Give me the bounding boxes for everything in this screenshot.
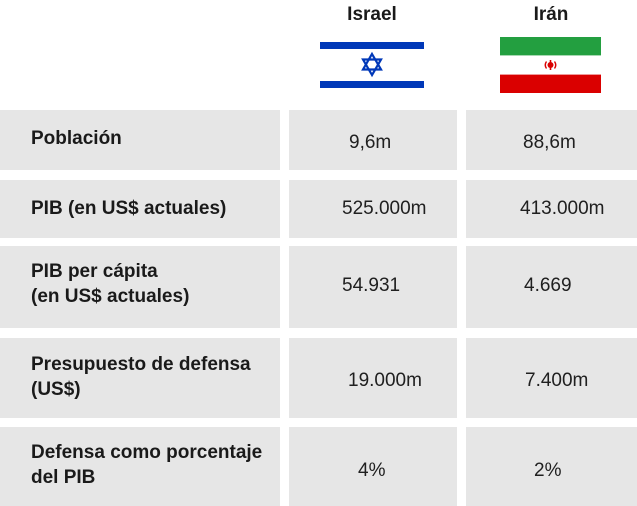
israel-value: 19.000m <box>348 370 422 391</box>
israel-value: 9,6m <box>349 132 392 153</box>
table-row-defensa-porcentaje: Defensa como porcentaje del PIB 4% 2% <box>0 427 637 506</box>
country-name-iran: Irán <box>533 4 569 25</box>
row-label: PIB (en US$ actuales) <box>31 198 227 219</box>
row-label: Presupuesto de defensa (US$) <box>31 354 251 400</box>
table-row-pib-per-capita: PIB per cápita (en US$ actuales) 54.931 … <box>0 246 637 328</box>
israel-value: 525.000m <box>342 198 427 219</box>
iran-value: 413.000m <box>520 198 605 219</box>
iran-value: 2% <box>534 460 562 481</box>
country-name-israel: Israel <box>347 4 397 25</box>
israel-value: 54.931 <box>342 275 401 296</box>
iran-flag-icon <box>500 37 601 93</box>
iran-value: 88,6m <box>523 132 576 153</box>
iran-value: 4.669 <box>524 275 572 296</box>
table-row-pib: PIB (en US$ actuales) 525.000m 413.000m <box>0 180 637 238</box>
row-label: Defensa como porcentaje del PIB <box>31 442 263 488</box>
table-row-presupuesto-defensa: Presupuesto de defensa (US$) 19.000m 7.4… <box>0 338 637 418</box>
iran-value: 7.400m <box>525 370 589 391</box>
table-row-poblacion: Población 9,6m 88,6m <box>0 110 637 170</box>
israel-flag-icon <box>320 37 424 93</box>
row-label: PIB per cápita (en US$ actuales) <box>31 261 190 307</box>
row-label: Población <box>31 128 122 149</box>
israel-value: 4% <box>358 460 386 481</box>
